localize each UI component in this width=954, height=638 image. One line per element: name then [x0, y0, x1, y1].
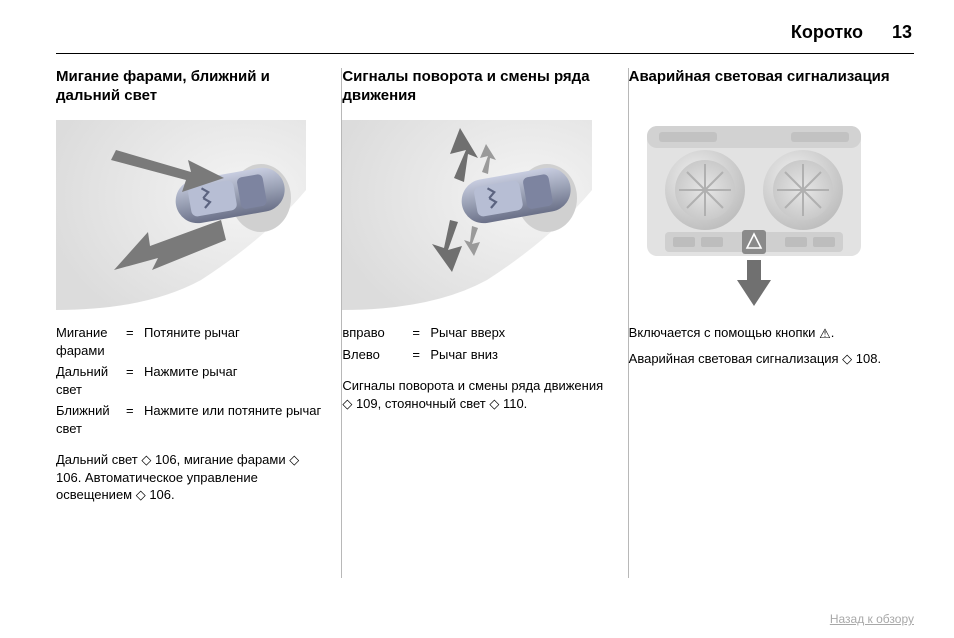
def-term: Дальний свет	[56, 363, 126, 402]
def-eq: =	[412, 324, 430, 346]
def-val: Нажмите рычаг	[144, 363, 327, 402]
def-row: Мигание фарами = Потяните рычаг	[56, 324, 327, 363]
col1-defs: Мигание фарами = Потяните рычаг Дальний …	[56, 324, 327, 441]
def-eq: =	[126, 402, 144, 441]
def-term: вправо	[342, 324, 412, 346]
def-eq: =	[412, 346, 430, 368]
section-name: Коротко	[791, 22, 863, 42]
header-rule	[56, 53, 914, 54]
col2-illustration	[342, 120, 592, 310]
def-val: Нажмите или потя­ните рычаг	[144, 402, 327, 441]
def-val: Потяните рычаг	[144, 324, 327, 363]
def-row: вправо = Рычаг вверх	[342, 324, 613, 346]
columns: Мигание фарами, ближний и дальний свет	[56, 68, 914, 578]
col3-title: Аварийная световая сигнализация	[629, 68, 900, 108]
column-3: Аварийная световая сигнализация	[629, 68, 914, 578]
col3-illustration	[629, 120, 879, 310]
def-term: Ближний свет	[56, 402, 126, 441]
def-val: Рычаг вверх	[430, 324, 613, 346]
col3-para1: Включается с помощью кнопки ⚠.	[629, 324, 900, 342]
page-number: 13	[892, 22, 912, 43]
def-eq: =	[126, 363, 144, 402]
col3-p1b: .	[831, 325, 835, 340]
def-eq: =	[126, 324, 144, 363]
back-to-overview-link[interactable]: Назад к обзору	[830, 612, 914, 626]
col3-para2: Аварийная световая сигнализация ◇ 108.	[629, 350, 900, 368]
col2-para: Сигналы поворота и смены ряда движения ◇…	[342, 377, 613, 412]
hazard-triangle-icon: ⚠	[819, 325, 831, 343]
def-val: Рычаг вниз	[430, 346, 613, 368]
page-header: Коротко 13	[56, 22, 914, 43]
col1-para: Дальний свет ◇ 106, мигание фа­рами ◇ 10…	[56, 451, 327, 504]
col1-title: Мигание фарами, ближний и дальний свет	[56, 68, 327, 108]
col3-p1a: Включается с помощью кнопки	[629, 325, 819, 340]
col2-defs: вправо = Рычаг вверх Влево = Рычаг вниз	[342, 324, 613, 367]
column-1: Мигание фарами, ближний и дальний свет	[56, 68, 341, 578]
col2-title: Сигналы поворота и смены ряда движения	[342, 68, 613, 108]
def-row: Влево = Рычаг вниз	[342, 346, 613, 368]
col1-illustration	[56, 120, 306, 310]
def-term: Мигание фарами	[56, 324, 126, 363]
def-row: Дальний свет = Нажмите рычаг	[56, 363, 327, 402]
def-term: Влево	[342, 346, 412, 368]
def-row: Ближний свет = Нажмите или потя­ните рыч…	[56, 402, 327, 441]
column-2: Сигналы поворота и смены ряда движения	[342, 68, 627, 578]
